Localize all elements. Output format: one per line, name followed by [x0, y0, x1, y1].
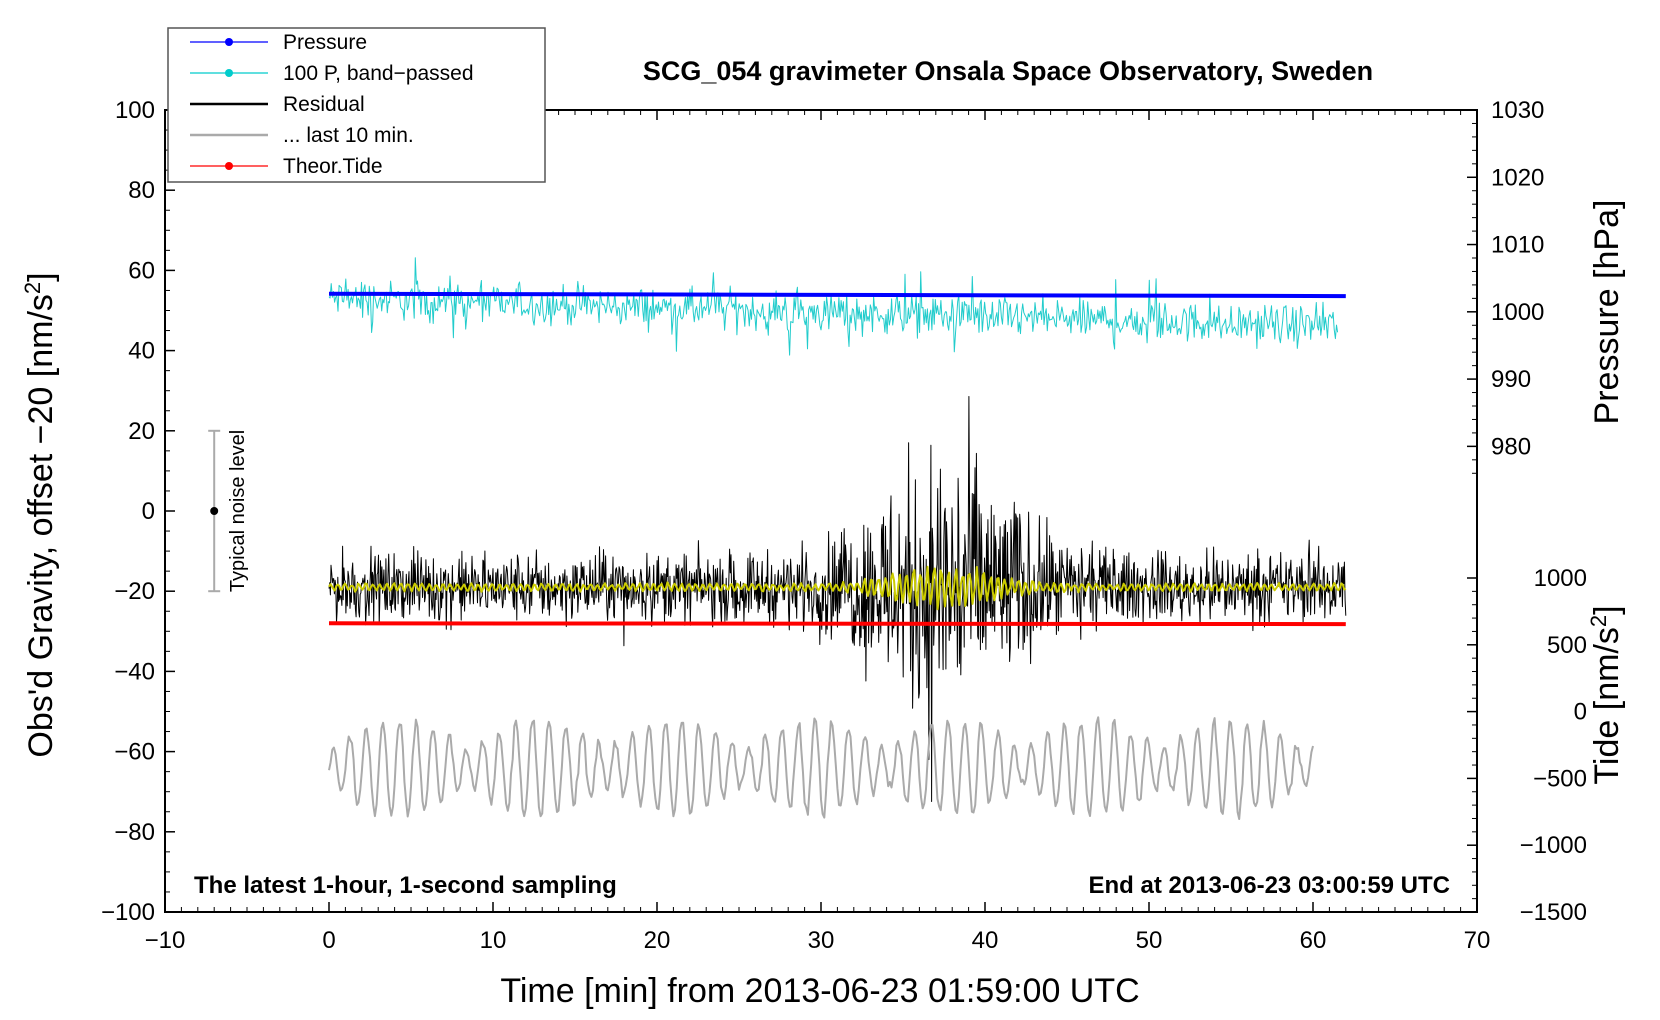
legend: Pressure 100 P, band−passed Residual ... la… [167, 27, 546, 183]
tide-tick-label: 1000 [1534, 565, 1587, 592]
y-axis-title-tide-text: Tide [nm/s [1588, 627, 1626, 784]
x-tick-label: 40 [972, 927, 999, 954]
y-axis-title-left-end: ] [22, 272, 60, 281]
legend-label: 100 P, band−passed [283, 62, 474, 85]
y-axis-title-left-sup: 2 [20, 282, 45, 294]
y-tick-label: 40 [128, 338, 155, 365]
y-tick-label: −80 [114, 819, 155, 846]
y-axis-title-pressure: Pressure [hPa] [1588, 200, 1626, 425]
y-tick-label: 80 [128, 177, 155, 204]
series-band-passed-pressure [328, 257, 1339, 356]
series-pressure [328, 291, 1346, 299]
y-tick-label: 100 [115, 97, 155, 124]
legend-label: Pressure [283, 31, 367, 54]
x-tick-label: 0 [322, 927, 335, 954]
tide-tick-label: −1000 [1520, 832, 1587, 859]
x-tick-label: 50 [1136, 927, 1163, 954]
tide-tick-label: −1500 [1520, 899, 1587, 926]
legend-label: Theor.Tide [283, 155, 383, 178]
y-axis-title-tide: Tide [nm/s2] [1586, 605, 1627, 784]
noise-bar-label: Typical noise level [227, 430, 249, 592]
legend-marker [225, 38, 233, 46]
y-tick-label: −40 [114, 658, 155, 685]
legend-label: ... last 10 min. [283, 124, 414, 147]
x-axis-title: Time [min] from 2013-06-23 01:59:00 UTC [500, 972, 1139, 1010]
pressure-tick-label: 1000 [1491, 299, 1544, 326]
legend-marker [225, 69, 233, 77]
noise-bar-center-dot [210, 507, 219, 515]
footer-right: End at 2013-06-23 03:00:59 UTC [1089, 872, 1451, 899]
legend-marker [225, 162, 233, 170]
ticks-layer: −10 0 10 20 30 40 50 60 70100806040200−20−40−60−… [101, 97, 1587, 954]
y-axis-title-tide-sup: 2 [1586, 615, 1611, 627]
x-tick-label: 10 [480, 927, 507, 954]
y-tick-label: 20 [128, 418, 155, 445]
chart-title: SCG_054 gravimeter Onsala Space Observat… [643, 56, 1373, 86]
x-tick-label: 60 [1300, 927, 1327, 954]
legend-label: Residual [283, 93, 365, 116]
series-residual-smoothed [328, 565, 1347, 611]
y-axis-title-left: Obs'd Gravity, offset −20 [nm/s2] [20, 272, 61, 757]
y-axis-title-tide-end: ] [1588, 605, 1626, 614]
y-tick-label: −60 [114, 739, 155, 766]
series-layer [328, 257, 1347, 820]
pressure-tick-label: 1030 [1491, 97, 1544, 124]
pressure-tick-label: 980 [1491, 433, 1531, 460]
series-last-10-min [328, 716, 1314, 820]
pressure-tick-label: 1010 [1491, 232, 1544, 259]
x-tick-label: 30 [808, 927, 835, 954]
x-tick-label: −10 [145, 927, 186, 954]
footer-left: The latest 1-hour, 1-second sampling [194, 872, 617, 899]
x-tick-label: 70 [1464, 927, 1491, 954]
series-theor-tide [328, 621, 1346, 627]
tide-tick-label: 0 [1574, 699, 1587, 726]
x-tick-label: 20 [644, 927, 671, 954]
y-tick-label: 60 [128, 257, 155, 284]
noise-bar: Typical noise level [208, 429, 249, 593]
pressure-tick-label: 990 [1491, 366, 1531, 393]
y-axis-title-left-text: Obs'd Gravity, offset −20 [nm/s [22, 294, 60, 757]
y-tick-label: −20 [114, 578, 155, 605]
pressure-tick-label: 1020 [1491, 164, 1544, 191]
tide-tick-label: 500 [1547, 632, 1587, 659]
y-tick-label: −100 [101, 899, 155, 926]
legend-items: Pressure 100 P, band−passed Residual ... la… [190, 31, 474, 178]
y-tick-label: 0 [142, 498, 155, 525]
tide-tick-label: −500 [1533, 765, 1587, 792]
